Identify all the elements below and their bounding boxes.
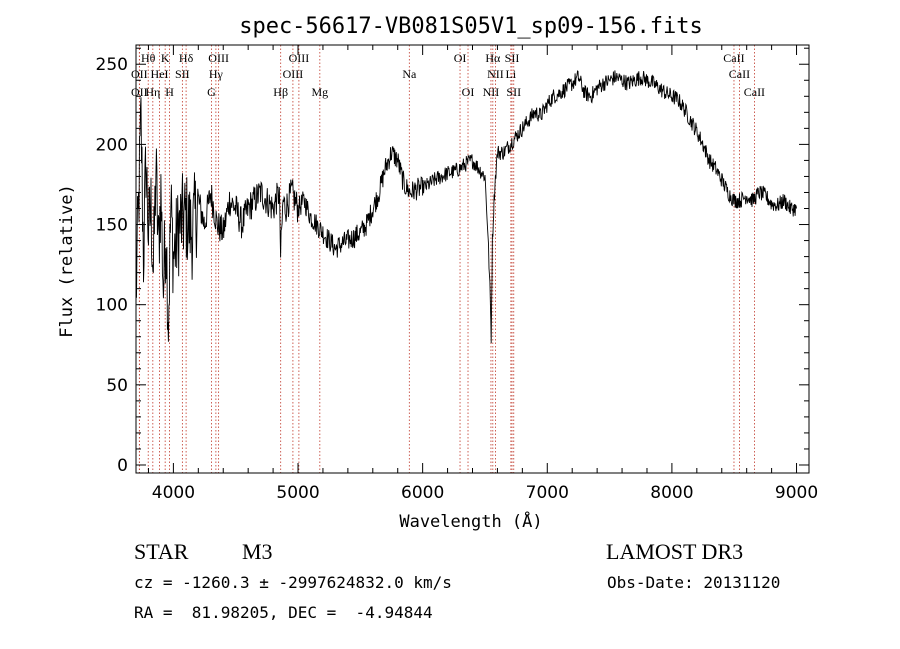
x-tick-label: 8000 [650,483,693,503]
spectral-line-label: H [165,85,174,99]
spectral-line-label: SII [505,51,520,65]
observation-date: Obs-Date: 20131120 [607,573,781,592]
y-tick-label: 200 [96,135,128,155]
x-axis-label: Wavelength (Å) [399,510,542,532]
spectral-line-label: CaII [744,85,765,99]
spectral-line-label: Na [402,67,417,81]
chart-title: spec-56617-VB081S05V1_sp09-156.fits [239,14,703,39]
spectral-line-label: OIII [283,67,304,81]
spectral-line-label: Hα [485,51,501,65]
x-tick-label: 6000 [401,483,444,503]
survey-name: LAMOST DR3 [606,539,744,564]
spectral-line-label: OII [131,67,148,81]
y-axis-label: Flux (relative) [57,184,77,338]
spectral-line-label: CaII [723,51,744,65]
spectral-line-label: OIII [208,51,229,65]
spectral-line-label: Hβ [273,85,288,99]
spectral-line-label: G [207,85,216,99]
spectral-line-label: NII [487,67,504,81]
spectral-line-label: OII [131,85,148,99]
spectral-line-label: SII [506,85,521,99]
y-tick-label: 100 [96,296,128,316]
spectral-line-label: K [161,51,170,65]
coordinates-readout: RA = 81.98205, DEC = -4.94844 [134,603,433,622]
spectral-line-label: Hδ [179,51,194,65]
x-tick-label: 5000 [276,483,319,503]
spectral-line-label: OI [454,51,467,65]
redshift-readout: cz = -1260.3 ± -2997624832.0 km/s [134,573,452,592]
spectral-line-label: Li [506,67,517,81]
x-tick-label: 4000 [152,483,195,503]
object-class: STAR [134,539,189,564]
spectral-line-label: OIII [289,51,310,65]
plot-frame [135,44,810,474]
spectral-line-label: NII [483,85,500,99]
y-tick-label: 50 [106,376,128,396]
object-subclass: M3 [242,539,273,564]
spectrum-line [135,70,797,344]
spectral-line-label: Hθ [141,51,156,65]
y-tick-label: 150 [96,216,128,236]
spectral-line-label: Hη [145,85,160,99]
y-tick-label: 250 [96,55,128,75]
x-tick-label: 7000 [526,483,569,503]
y-tick-label: 0 [117,456,128,476]
spectrum-series [135,70,797,344]
spectral-line-label: Mg [311,85,328,99]
spectral-line-label: SII [175,67,190,81]
spectral-line-label: Hγ [209,67,224,81]
spectral-line-label: OI [462,85,475,99]
spectral-line-markers [138,45,755,473]
x-tick-label: 9000 [775,483,818,503]
spectral-line-label: HeI [151,67,169,81]
spectral-line-label: CaII [729,67,750,81]
axis-ticks: 4000 5000 6000 7000 8000 9000 0 50 100 150 200 250 [96,45,818,503]
